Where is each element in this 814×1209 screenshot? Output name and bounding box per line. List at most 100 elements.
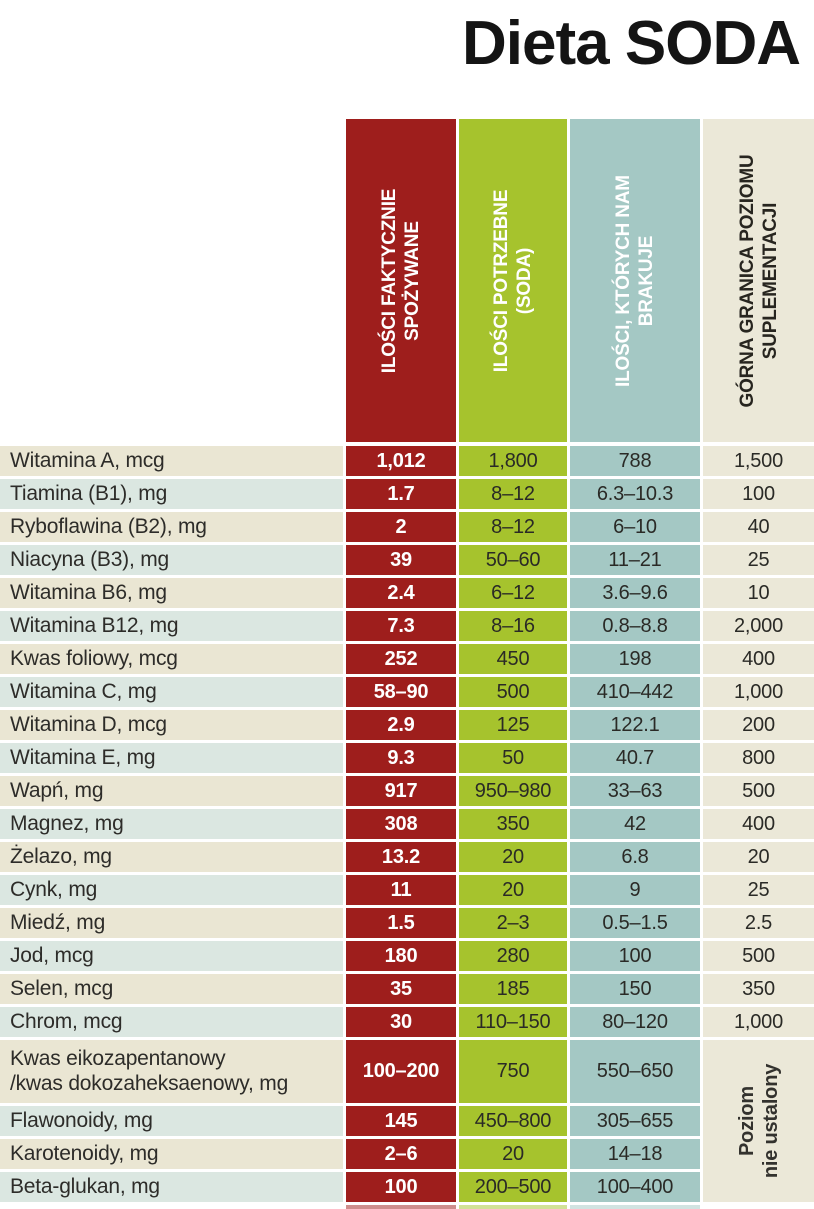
row-label: Selen, mcg xyxy=(0,974,343,1004)
header-needed: ILOŚCI POTRZEBNE (SODA) xyxy=(459,119,567,442)
value-missing: 100 xyxy=(570,941,700,971)
value-consumed: 13.2 xyxy=(346,842,456,872)
row-label: Witamina C, mg xyxy=(0,677,343,707)
value-missing: 122.1 xyxy=(570,710,700,740)
row-label: Niacyna (B3), mg xyxy=(0,545,343,575)
value-upper: 200 xyxy=(703,710,814,740)
header-consumed: ILOŚCI FAKTYCZNIE SPOŻYWANE xyxy=(346,119,456,442)
row-label: Beta-glukan, mg xyxy=(0,1172,343,1202)
value-consumed: 252 xyxy=(346,644,456,674)
value-needed: 350 xyxy=(459,809,567,839)
value-consumed: 2 xyxy=(346,512,456,542)
value-needed: 2–3 xyxy=(459,908,567,938)
row-label: Witamina D, mcg xyxy=(0,710,343,740)
value-upper: 400 xyxy=(703,809,814,839)
value-upper: 350 xyxy=(703,974,814,1004)
value-upper: 800 xyxy=(703,743,814,773)
row-label: Jod, mcg xyxy=(0,941,343,971)
value-consumed: 9.3 xyxy=(346,743,456,773)
row-label: Magnez, mg xyxy=(0,809,343,839)
row-label: Kwas foliowy, mcg xyxy=(0,644,343,674)
value-needed: 6–12 xyxy=(459,578,567,608)
row-label: Karotenoidy, mg xyxy=(0,1139,343,1169)
value-consumed: 100–200 xyxy=(346,1040,456,1103)
value-consumed: 308 xyxy=(346,809,456,839)
value-missing: 788 xyxy=(570,446,700,476)
value-consumed: 180 xyxy=(346,941,456,971)
value-consumed: 2.4 xyxy=(346,578,456,608)
value-consumed: 39 xyxy=(346,545,456,575)
value-upper: 400 xyxy=(703,644,814,674)
value-missing: 42 xyxy=(570,809,700,839)
cutoff-row-sliver xyxy=(0,1205,814,1209)
value-consumed: 145 xyxy=(346,1106,456,1136)
row-label: Cynk, mg xyxy=(0,875,343,905)
value-consumed: 1.5 xyxy=(346,908,456,938)
row-label: Wapń, mg xyxy=(0,776,343,806)
value-needed: 200–500 xyxy=(459,1172,567,1202)
value-consumed: 1.7 xyxy=(346,479,456,509)
value-missing: 80–120 xyxy=(570,1007,700,1037)
value-needed: 500 xyxy=(459,677,567,707)
value-consumed: 2.9 xyxy=(346,710,456,740)
value-upper: 2,000 xyxy=(703,611,814,641)
row-label: Miedź, mg xyxy=(0,908,343,938)
value-upper: 1,000 xyxy=(703,1007,814,1037)
row-label: Kwas eikozapentanowy /kwas dokozaheksaen… xyxy=(0,1040,343,1103)
value-needed: 8–12 xyxy=(459,512,567,542)
header-spacer xyxy=(0,119,343,442)
row-label: Witamina B6, mg xyxy=(0,578,343,608)
value-missing: 14–18 xyxy=(570,1139,700,1169)
value-missing: 3.6–9.6 xyxy=(570,578,700,608)
header-upper-limit-label: GÓRNA GRANICA POZIOMU SUPLEMENTACJI xyxy=(736,154,781,407)
header-consumed-label: ILOŚCI FAKTYCZNIE SPOŻYWANE xyxy=(378,188,423,373)
value-missing: 40.7 xyxy=(570,743,700,773)
value-needed: 20 xyxy=(459,875,567,905)
row-label: Witamina E, mg xyxy=(0,743,343,773)
value-missing: 0.5–1.5 xyxy=(570,908,700,938)
header-missing-label: ILOŚCI, KTÓRYCH NAM BRAKUJE xyxy=(612,174,657,387)
value-upper: 25 xyxy=(703,545,814,575)
value-upper: 100 xyxy=(703,479,814,509)
value-consumed: 100 xyxy=(346,1172,456,1202)
value-missing: 410–442 xyxy=(570,677,700,707)
value-needed: 50 xyxy=(459,743,567,773)
value-needed: 280 xyxy=(459,941,567,971)
value-missing: 11–21 xyxy=(570,545,700,575)
row-label: Flawonoidy, mg xyxy=(0,1106,343,1136)
value-needed: 50–60 xyxy=(459,545,567,575)
value-upper: 500 xyxy=(703,776,814,806)
value-upper: 25 xyxy=(703,875,814,905)
value-consumed: 917 xyxy=(346,776,456,806)
value-missing: 550–650 xyxy=(570,1040,700,1103)
merged-upper-note: Poziom nie ustalony xyxy=(703,1040,814,1202)
value-consumed: 2–6 xyxy=(346,1139,456,1169)
value-consumed: 1,012 xyxy=(346,446,456,476)
value-needed: 450 xyxy=(459,644,567,674)
value-upper: 10 xyxy=(703,578,814,608)
value-upper: 2.5 xyxy=(703,908,814,938)
value-consumed: 11 xyxy=(346,875,456,905)
value-missing: 6.8 xyxy=(570,842,700,872)
header-needed-label: ILOŚCI POTRZEBNE (SODA) xyxy=(490,189,535,372)
value-needed: 20 xyxy=(459,842,567,872)
value-upper: 1,000 xyxy=(703,677,814,707)
value-missing: 9 xyxy=(570,875,700,905)
value-consumed: 35 xyxy=(346,974,456,1004)
value-missing: 6–10 xyxy=(570,512,700,542)
value-missing: 33–63 xyxy=(570,776,700,806)
row-label: Ryboflawina (B2), mg xyxy=(0,512,343,542)
page-title: Dieta SODA xyxy=(462,9,801,78)
value-missing: 150 xyxy=(570,974,700,1004)
value-missing: 100–400 xyxy=(570,1172,700,1202)
row-label: Chrom, mcg xyxy=(0,1007,343,1037)
value-missing: 0.8–8.8 xyxy=(570,611,700,641)
value-missing: 198 xyxy=(570,644,700,674)
row-label: Tiamina (B1), mg xyxy=(0,479,343,509)
row-label: Żelazo, mg xyxy=(0,842,343,872)
table-body: Witamina A, mcg 1,012 1,800 788 1,500 Ti… xyxy=(0,446,814,1202)
value-missing: 6.3–10.3 xyxy=(570,479,700,509)
row-label: Witamina A, mcg xyxy=(0,446,343,476)
value-needed: 8–16 xyxy=(459,611,567,641)
value-needed: 125 xyxy=(459,710,567,740)
